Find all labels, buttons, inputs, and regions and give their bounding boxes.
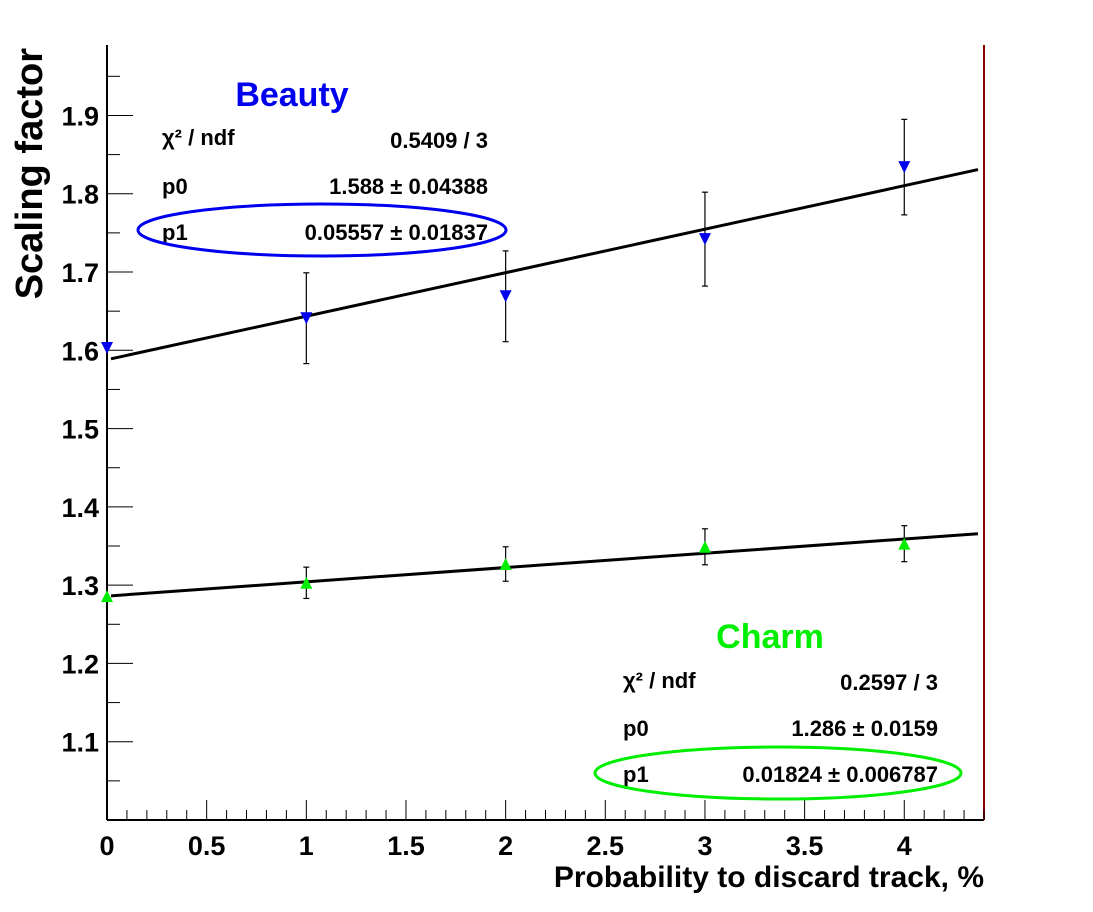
- charm-p1-label: p1: [623, 762, 649, 787]
- charm-p1-highlight-oval: [593, 745, 963, 801]
- tick-labels: 0 0.5 1 1.5 2 2.5 3 3.5 4 1.1 1.2 1.3 1.4 1.5 1.6 1.7 1.…: [61, 101, 911, 861]
- charm-data-point: [499, 558, 512, 571]
- axis-ticks: [106, 75, 985, 820]
- charm-p0-label: p0: [623, 716, 649, 741]
- beauty-data-point: [101, 341, 113, 354]
- x-tick-label: 0: [99, 831, 114, 861]
- x-tick-label: 3: [697, 831, 712, 861]
- data-markers: [101, 161, 911, 603]
- beauty-chi2-label: χ² / ndf: [162, 125, 235, 150]
- beauty-chi2-value: 0.5409 / 3: [390, 128, 488, 153]
- y-tick-label: 1.1: [61, 728, 99, 758]
- x-tick-label: 1.5: [387, 831, 425, 861]
- charm-p1-value: 0.01824 ± 0.006787: [742, 762, 938, 787]
- beauty-data-point: [698, 233, 711, 246]
- y-tick-label: 1.8: [61, 180, 99, 210]
- beauty-data-point: [898, 161, 911, 174]
- y-tick-label: 1.2: [61, 649, 99, 679]
- beauty-data-point: [499, 290, 512, 303]
- y-tick-label: 1.3: [61, 571, 99, 601]
- beauty-fit-line: [110, 168, 979, 361]
- charm-data-point: [101, 590, 113, 603]
- charm-chi2-value: 0.2597 / 3: [840, 670, 938, 695]
- plot-frame: [106, 45, 985, 821]
- x-tick-label: 1: [299, 831, 314, 861]
- beauty-p1-highlight-oval: [136, 202, 508, 258]
- charm-data-point: [698, 540, 711, 553]
- beauty-p0-value: 1.588 ± 0.04388: [329, 174, 488, 199]
- y-tick-label: 1.6: [61, 336, 99, 366]
- y-tick-label: 1.4: [61, 493, 99, 523]
- charm-p0-value: 1.286 ± 0.0159: [791, 716, 938, 741]
- charm-data-point: [300, 576, 313, 589]
- charm-legend-label: Charm: [716, 618, 824, 656]
- y-tick-label: 1.9: [61, 101, 99, 131]
- x-tick-label: 4: [897, 831, 912, 861]
- beauty-p0-label: p0: [162, 174, 188, 199]
- fit-lines: [110, 168, 979, 598]
- charm-chi2-label: χ² / ndf: [623, 668, 696, 693]
- y-axis-label: Scaling factor: [9, 48, 51, 299]
- x-tick-label: 0.5: [188, 831, 226, 861]
- beauty-p1-value: 0.05557 ± 0.01837: [305, 220, 488, 245]
- y-tick-label: 1.7: [61, 258, 99, 288]
- x-tick-label: 2: [498, 831, 513, 861]
- x-tick-label: 3.5: [786, 831, 824, 861]
- y-tick-label: 1.5: [61, 415, 99, 445]
- x-axis-label: Probability to discard track, %: [554, 861, 984, 894]
- charm-fit-line: [110, 532, 979, 598]
- charm-data-point: [898, 537, 911, 550]
- beauty-data-point: [300, 312, 313, 325]
- x-tick-label: 2.5: [587, 831, 625, 861]
- beauty-p1-label: p1: [162, 220, 188, 245]
- beauty-legend-label: Beauty: [235, 76, 348, 114]
